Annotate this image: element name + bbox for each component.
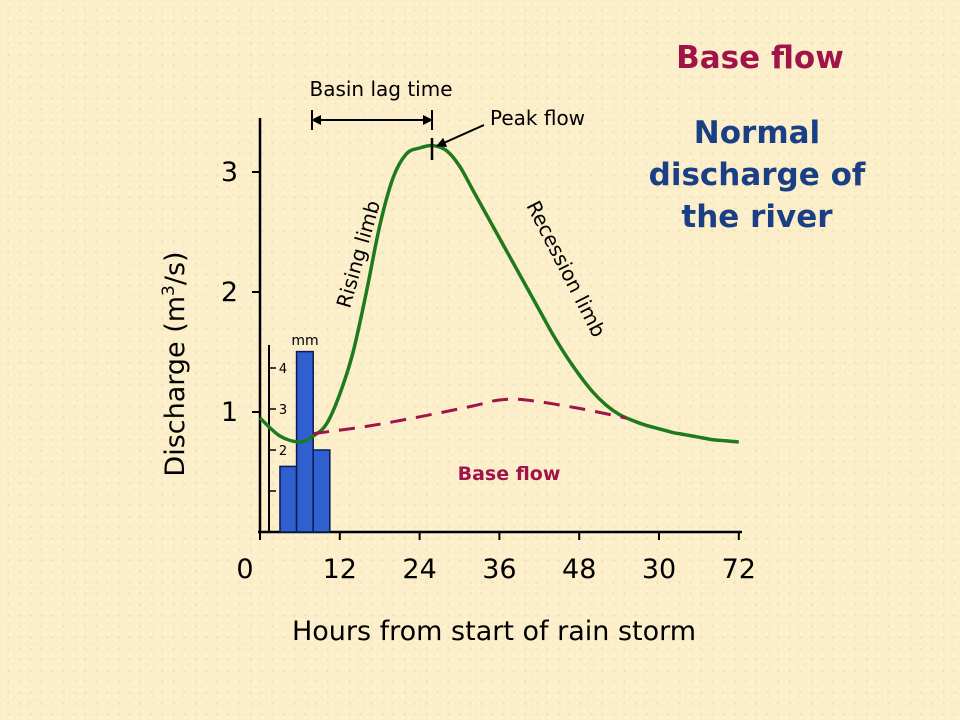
x-tick-label: 24 bbox=[402, 554, 436, 585]
x-tick-label: 30 bbox=[642, 554, 676, 585]
x-tick-label: 36 bbox=[482, 554, 516, 585]
rising-limb-label: Rising limb bbox=[332, 198, 386, 311]
recession-limb-label: Recession limb bbox=[522, 197, 611, 341]
rainfall-tick-label: 3 bbox=[279, 403, 287, 418]
base-flow-label: Base flow bbox=[458, 463, 561, 485]
x-tick-label: 48 bbox=[562, 554, 596, 585]
y-axis-label: Discharge (m3/s) bbox=[159, 251, 191, 476]
x-tick-label: 72 bbox=[722, 554, 756, 585]
y-axis-label-sup: 3 bbox=[159, 285, 179, 296]
rainfall-tick-label: 4 bbox=[279, 362, 287, 377]
y-axis-label-main: Discharge (m bbox=[160, 296, 191, 477]
basin-lag-label: Basin lag time bbox=[309, 77, 452, 101]
rainfall-axis-ticks: 2 3 4 bbox=[269, 362, 287, 492]
peak-flow-arrow bbox=[436, 124, 485, 147]
y-tick-label: 3 bbox=[221, 157, 238, 188]
y-axis-label-end: /s) bbox=[160, 251, 191, 285]
baseflow-line bbox=[312, 397, 627, 436]
x-axis-ticks: 0 12 24 36 48 30 72 bbox=[236, 532, 756, 585]
y-tick-label: 2 bbox=[221, 277, 238, 308]
rainfall-bar bbox=[279, 465, 298, 533]
rainfall-tick-label: 2 bbox=[279, 444, 287, 459]
base-flow-definition: Normal discharge of the river bbox=[648, 115, 866, 236]
rainfall-unit-label: mm bbox=[291, 333, 318, 349]
x-tick-label: 0 bbox=[236, 554, 253, 585]
x-axis-label: Hours from start of rain storm bbox=[292, 616, 696, 647]
rainfall-bar bbox=[312, 449, 331, 533]
base-flow-heading: Base flow bbox=[676, 40, 844, 76]
x-tick-label: 12 bbox=[323, 554, 357, 585]
y-tick-label: 1 bbox=[221, 397, 238, 428]
discharge-line bbox=[258, 143, 739, 444]
y-axis-ticks: 1 2 3 bbox=[221, 157, 260, 428]
peak-flow-label: Peak flow bbox=[490, 106, 585, 130]
